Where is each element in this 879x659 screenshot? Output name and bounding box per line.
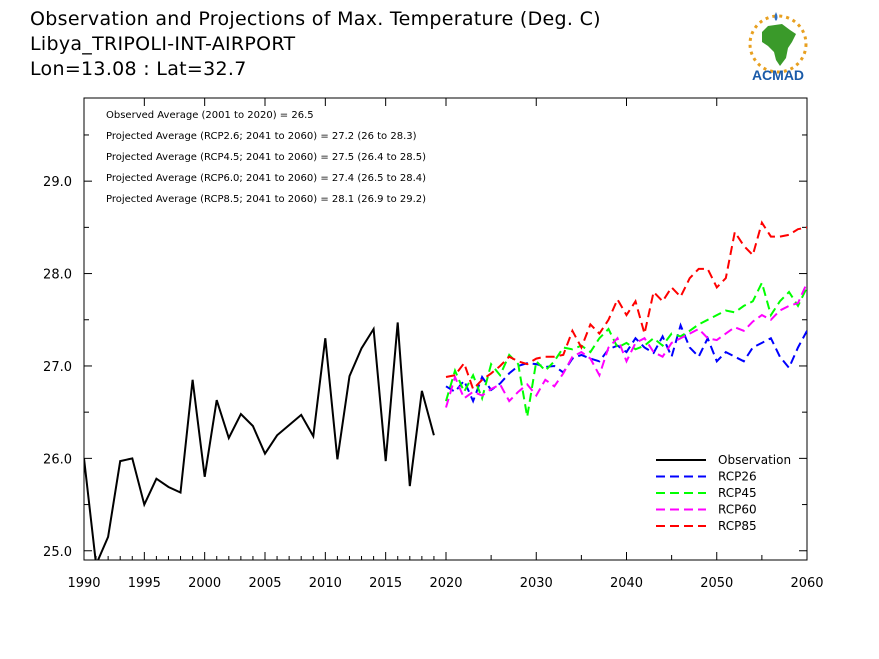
x-tick-label: 2050 <box>700 576 733 591</box>
y-tick-label: 25.0 <box>43 545 72 560</box>
logo-text: ACMAD <box>752 67 804 83</box>
x-tick-label: 2020 <box>429 576 462 591</box>
y-tick-label: 28.0 <box>43 268 72 283</box>
y-tick-label: 29.0 <box>43 175 72 190</box>
y-axis: 25.0 26.0 27.0 28.0 29.0 <box>43 134 807 560</box>
series-line-observation <box>84 322 435 560</box>
series-line-rcp60 <box>445 282 807 408</box>
x-axis: 1990 1995 2000 2005 2010 2015 2020 2030 2040 2050… <box>67 98 824 591</box>
legend-label-observation: Observation <box>718 453 791 467</box>
chart-title-line-3: Lon=13.08 : Lat=32.7 <box>30 58 247 80</box>
legend-label-rcp85: RCP85 <box>718 519 757 533</box>
y-tick-label: 26.0 <box>43 452 72 467</box>
x-tick-label: 2030 <box>520 576 553 591</box>
legend-label-rcp45: RCP45 <box>718 486 757 500</box>
annotation-rcp60: Projected Average (RCP6.0; 2041 to 2060)… <box>106 173 426 184</box>
annotation-rcp45: Projected Average (RCP4.5; 2041 to 2060)… <box>106 152 426 163</box>
africa-map-icon <box>762 24 796 66</box>
y-tick-label: 27.0 <box>43 360 72 375</box>
x-tick-label: 2015 <box>369 576 402 591</box>
chart-title-line-2: Libya_TRIPOLI-INT-AIRPORT <box>30 33 296 55</box>
annotation-observed: Observed Average (2001 to 2020) = 26.5 <box>106 110 314 121</box>
x-tick-label: 1995 <box>128 576 161 591</box>
annotation-rcp26: Projected Average (RCP2.6; 2041 to 2060)… <box>106 131 417 142</box>
logo-sun-rays-icon <box>748 14 808 74</box>
x-tick-label: 2000 <box>188 576 221 591</box>
x-tick-label: 2060 <box>790 576 823 591</box>
annotation-rcp85: Projected Average (RCP8.5; 2041 to 2060)… <box>106 194 426 205</box>
legend: Observation RCP26 RCP45 RCP60 RCP85 <box>656 453 791 533</box>
x-tick-label: 2040 <box>610 576 643 591</box>
acmad-logo: ACMAD <box>748 12 808 83</box>
series-line-rcp85 <box>445 220 807 391</box>
series-line-rcp26 <box>445 322 807 404</box>
series-line-rcp45 <box>445 280 807 417</box>
legend-label-rcp26: RCP26 <box>718 470 757 484</box>
x-tick-label: 2005 <box>248 576 281 591</box>
x-tick-label: 2010 <box>309 576 342 591</box>
chart-title-line-1: Observation and Projections of Max. Temp… <box>30 8 601 30</box>
plot-frame <box>83 97 808 561</box>
x-tick-label: 1990 <box>67 576 100 591</box>
legend-label-rcp60: RCP60 <box>718 503 757 517</box>
annotation-block: Observed Average (2001 to 2020) = 26.5 P… <box>106 110 426 205</box>
series-lines <box>84 220 807 560</box>
water-drop-icon <box>774 12 778 21</box>
